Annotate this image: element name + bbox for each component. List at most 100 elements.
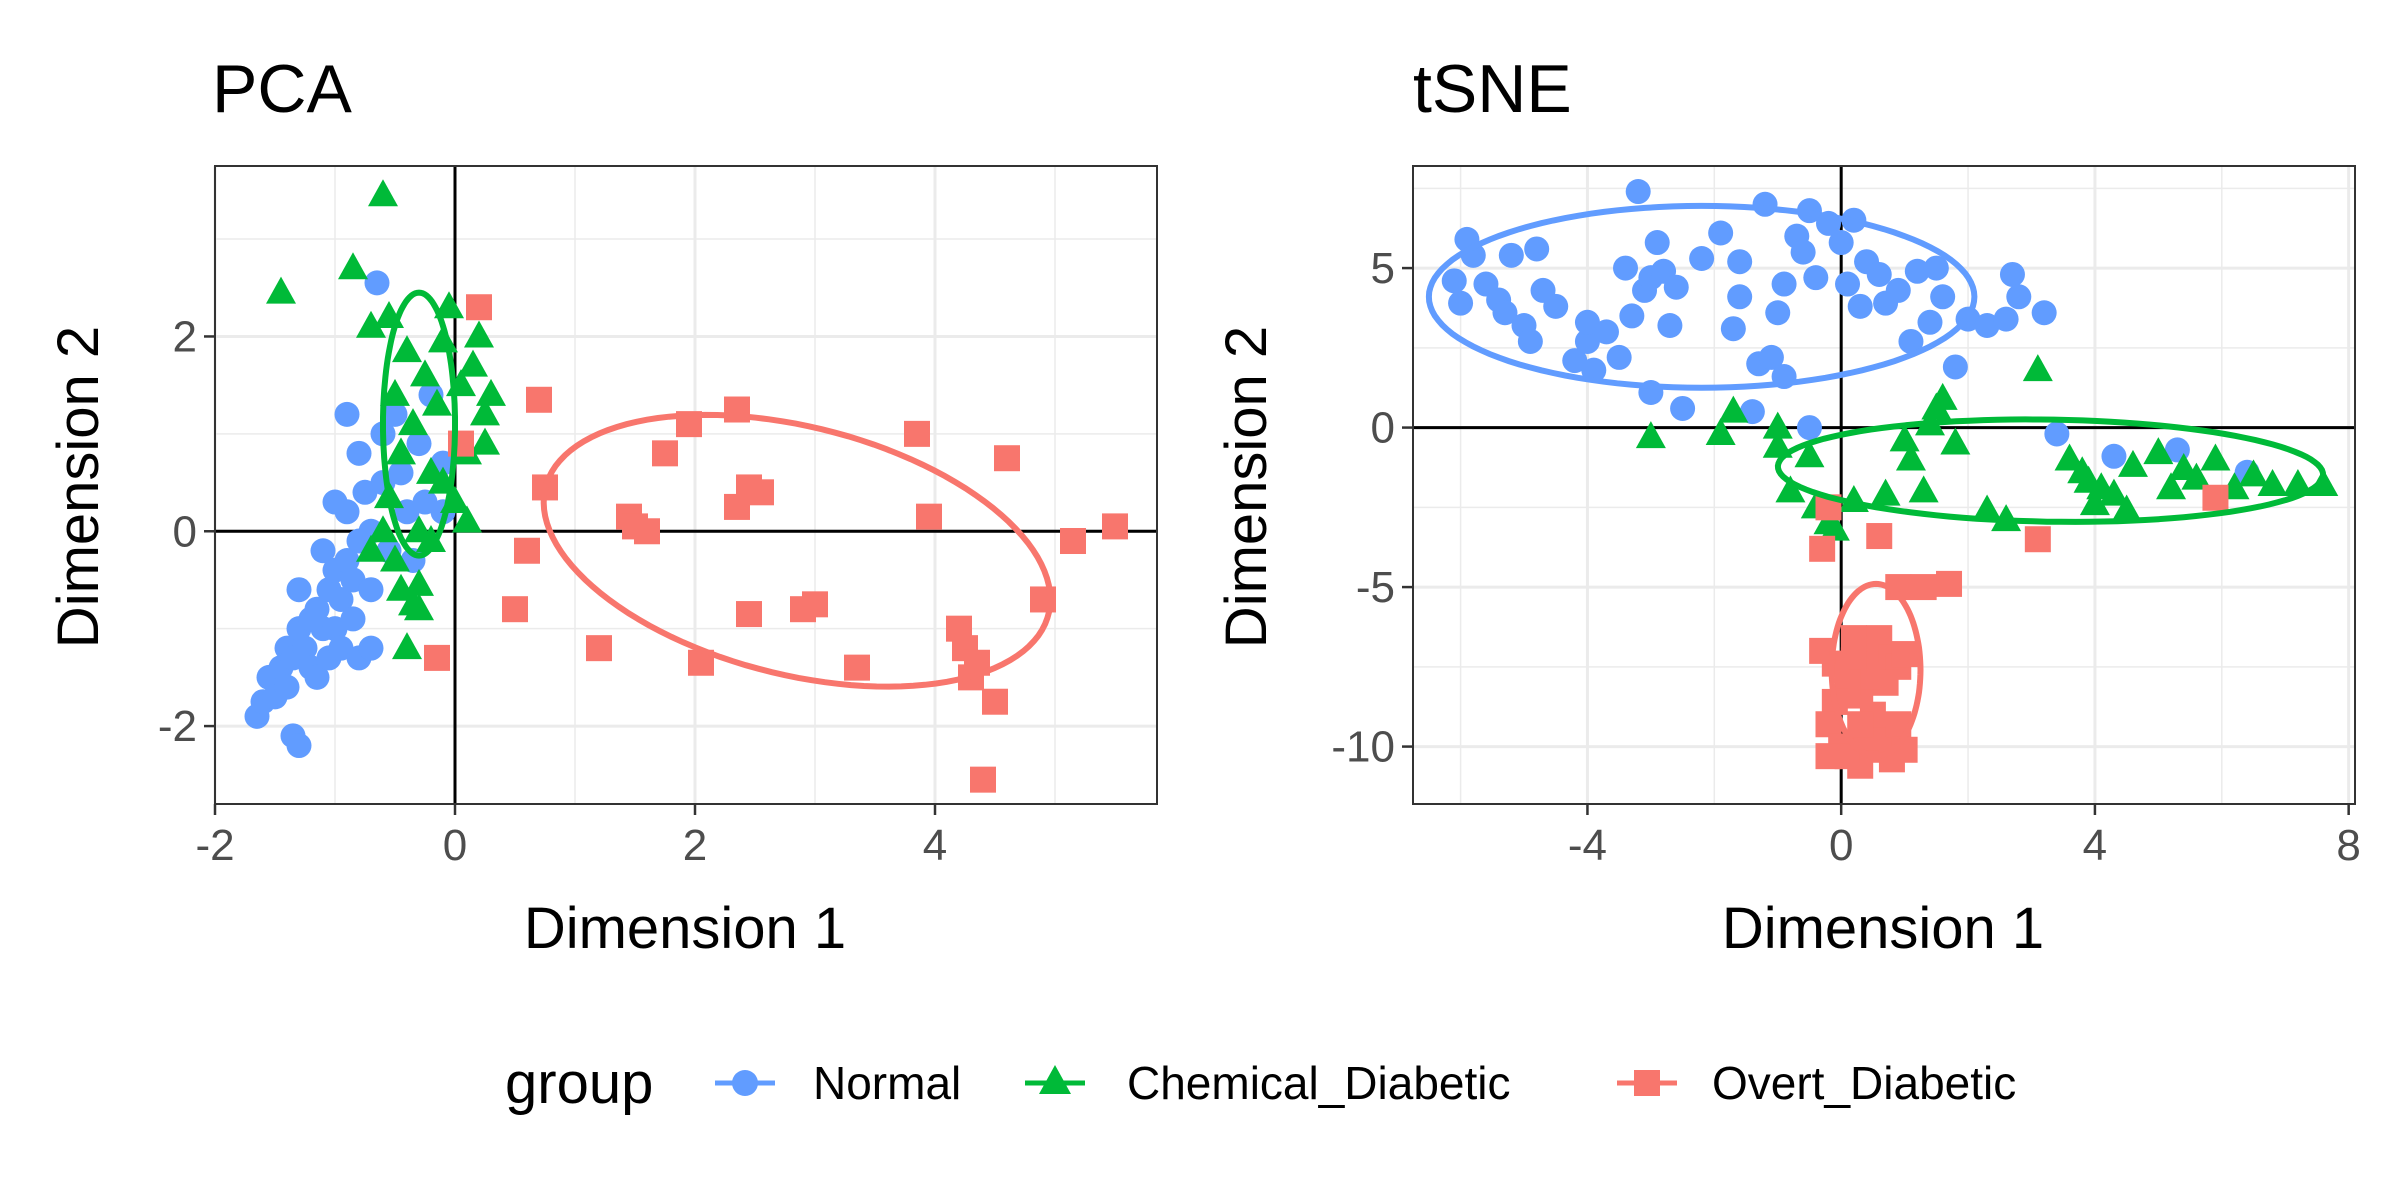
- x-tick-label: 2: [683, 821, 707, 870]
- y-tick-label: 0: [173, 507, 197, 556]
- data-point: [2202, 484, 2229, 511]
- data-point: [2054, 443, 2085, 471]
- data-point: [1870, 478, 1901, 506]
- data-point: [392, 335, 422, 363]
- y-tick-label: -10: [1331, 723, 1395, 772]
- data-point: [422, 388, 452, 416]
- data-point: [1809, 535, 1836, 562]
- data-point: [458, 349, 488, 377]
- legend: group Normal Chemical_Diabetic Overt_Dia…: [505, 1051, 2016, 1116]
- data-point: [464, 320, 494, 348]
- pca-panel-border: [214, 165, 1158, 805]
- y-tick-label: 0: [1371, 404, 1395, 453]
- data-point: [410, 359, 440, 387]
- tsne-panel-border: [1412, 165, 2356, 805]
- data-point: [970, 766, 996, 793]
- data-point: [2200, 443, 2231, 471]
- data-point: [392, 632, 422, 660]
- data-point: [2031, 300, 2057, 326]
- data-point: [2111, 494, 2142, 522]
- data-point: [1492, 300, 1518, 326]
- data-point: [334, 401, 360, 427]
- data-point: [652, 440, 678, 467]
- confidence-ellipse: [540, 411, 1054, 690]
- legend-title: group: [505, 1051, 653, 1116]
- data-point: [1705, 417, 1736, 445]
- data-point: [1517, 328, 1543, 354]
- data-point: [1765, 300, 1791, 326]
- data-point: [382, 401, 408, 427]
- data-point: [1762, 430, 1793, 458]
- x-tick-label: 4: [923, 821, 947, 870]
- data-point: [2022, 354, 2053, 382]
- data-point: [1930, 284, 1956, 310]
- data-point: [1866, 261, 1892, 287]
- data-point: [1840, 625, 1867, 652]
- data-point: [380, 544, 410, 572]
- data-point: [1663, 274, 1689, 300]
- data-point: [2006, 284, 2032, 310]
- pca-panel: PCA -2 0 2 4 -2 0 2 Dimension 1 Dimension 2: [46, 51, 1158, 961]
- data-point: [1835, 271, 1861, 297]
- data-point: [1619, 303, 1645, 329]
- legend-label-chemical-diabetic: Chemical_Diabetic: [1127, 1057, 1511, 1109]
- data-point: [1917, 309, 1943, 335]
- data-point: [1574, 309, 1600, 335]
- data-point: [1718, 395, 1749, 423]
- data-point: [1739, 399, 1765, 425]
- data-point: [286, 577, 312, 603]
- data-point: [904, 420, 930, 447]
- data-point: [356, 310, 386, 338]
- data-point: [368, 179, 398, 207]
- data-point: [1708, 220, 1734, 246]
- data-point: [466, 294, 492, 321]
- data-point: [1828, 230, 1854, 256]
- data-point: [358, 635, 384, 661]
- series-overt-diabetic: [424, 294, 1128, 793]
- data-point: [634, 518, 660, 545]
- data-point: [1727, 284, 1753, 310]
- data-point: [1775, 475, 1806, 503]
- data-point: [1762, 411, 1793, 439]
- data-point: [982, 688, 1008, 715]
- data-point: [916, 503, 942, 530]
- data-point: [1847, 711, 1874, 738]
- data-point: [1974, 313, 2000, 338]
- data-point: [1891, 641, 1918, 668]
- data-point: [1940, 427, 1971, 455]
- y-tick-label: -2: [158, 702, 197, 751]
- data-point: [304, 664, 330, 690]
- legend-label-normal: Normal: [813, 1057, 961, 1109]
- data-point: [2117, 449, 2148, 477]
- data-point: [404, 568, 434, 596]
- data-point: [2024, 526, 2051, 553]
- tsne-axis-ticks: -4 0 4 8 5 0 -5 -10: [1331, 244, 2360, 870]
- data-point: [514, 537, 540, 564]
- data-point: [470, 398, 500, 426]
- data-point: [380, 378, 410, 406]
- data-point: [398, 408, 428, 436]
- data-point: [2143, 437, 2174, 465]
- data-point: [2181, 462, 2212, 490]
- data-point: [1942, 354, 1968, 380]
- data-point: [1498, 242, 1524, 268]
- data-point: [802, 591, 828, 618]
- data-point: [364, 270, 390, 296]
- tsne-x-axis-title: Dimension 1: [1722, 896, 2044, 961]
- data-point: [334, 547, 360, 573]
- data-point: [304, 596, 330, 622]
- pca-title: PCA: [212, 51, 352, 127]
- data-point: [1689, 246, 1715, 272]
- data-point: [368, 515, 398, 543]
- data-point: [1803, 265, 1829, 291]
- data-point: [1543, 293, 1569, 319]
- legend-label-overt-diabetic: Overt_Diabetic: [1712, 1057, 2016, 1109]
- data-point: [1593, 319, 1619, 345]
- data-point: [358, 577, 384, 603]
- data-point: [1895, 443, 1926, 471]
- data-point: [452, 505, 482, 533]
- data-point: [1644, 230, 1670, 256]
- data-point: [1657, 313, 1683, 338]
- data-point: [1625, 179, 1651, 205]
